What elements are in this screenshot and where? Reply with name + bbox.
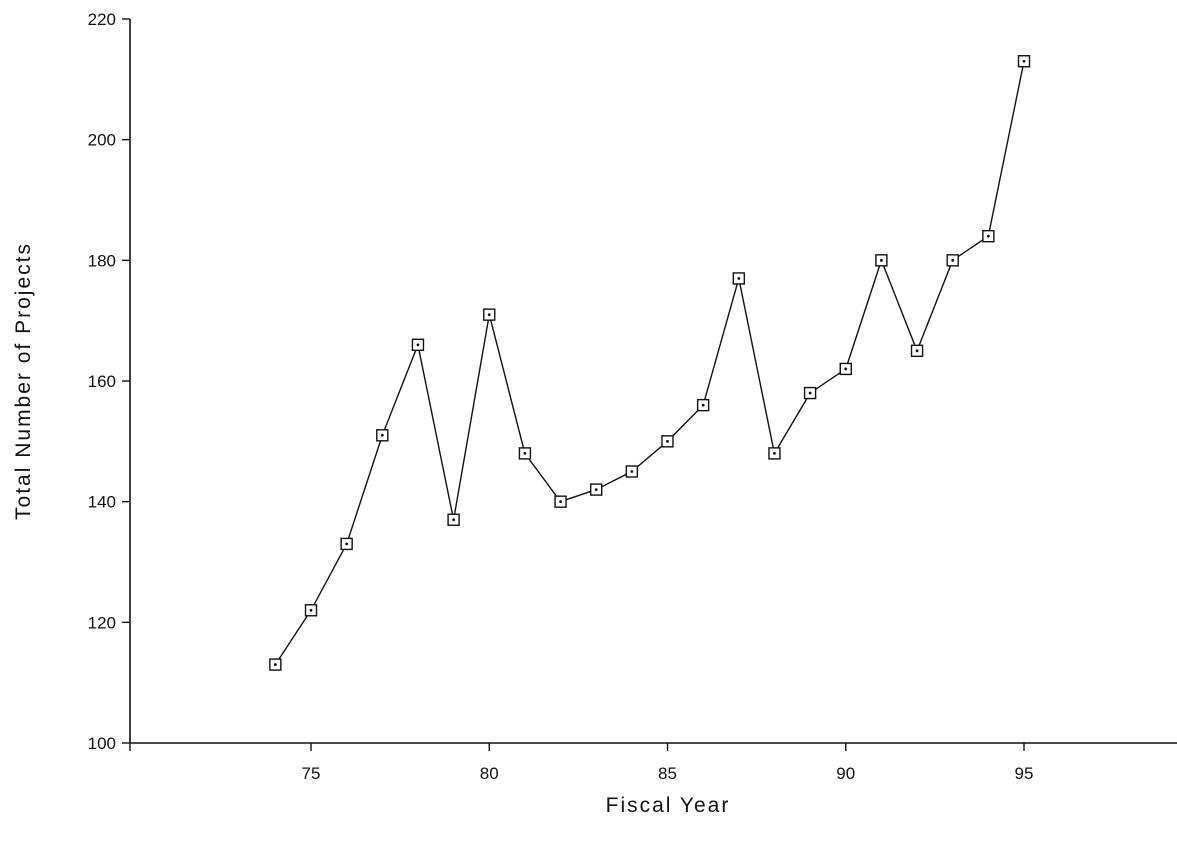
x-tick-label: 80 bbox=[480, 764, 499, 783]
data-point-dot bbox=[666, 439, 669, 443]
series-group bbox=[269, 55, 1031, 671]
data-point-dot bbox=[523, 452, 527, 455]
data-point-dot bbox=[559, 500, 562, 504]
data-point-dot bbox=[701, 403, 705, 407]
data-point-dot bbox=[309, 608, 313, 612]
y-axis-title: Total Number of Projects bbox=[12, 242, 35, 520]
x-tick-label: 95 bbox=[1015, 764, 1034, 783]
data-point-dot bbox=[737, 277, 741, 280]
y-tick-label: 160 bbox=[88, 372, 116, 391]
data-point-dot bbox=[880, 258, 883, 262]
y-tick-label: 200 bbox=[88, 131, 116, 150]
data-point-dot bbox=[273, 663, 277, 666]
data-point-dot bbox=[986, 234, 990, 238]
data-point-dot bbox=[345, 542, 349, 546]
x-tick-label: 85 bbox=[658, 764, 677, 783]
data-point-dot bbox=[380, 433, 384, 437]
data-point-dot bbox=[594, 488, 598, 491]
data-point-dot bbox=[487, 313, 491, 317]
data-point-dot bbox=[1022, 59, 1026, 63]
data-point-dot bbox=[808, 391, 812, 395]
data-point-dot bbox=[416, 343, 420, 347]
data-point-dot bbox=[915, 349, 919, 353]
x-axis-title: Fiscal Year bbox=[606, 794, 731, 817]
y-tick-label: 220 bbox=[88, 10, 116, 29]
y-tick-label: 180 bbox=[88, 251, 116, 270]
data-point-dot bbox=[844, 367, 848, 371]
data-point-dot bbox=[951, 258, 955, 262]
x-tick-label: 75 bbox=[302, 764, 321, 783]
y-tick-label: 100 bbox=[88, 734, 116, 753]
data-point-dot bbox=[452, 518, 455, 522]
y-tick-label: 120 bbox=[88, 613, 116, 632]
series-line bbox=[274, 61, 1025, 665]
data-point-dot bbox=[773, 452, 776, 455]
y-tick-label: 140 bbox=[88, 493, 116, 512]
x-tick-label: 90 bbox=[836, 764, 855, 783]
tick-group: 100 120 140 160 180 200 220 75 80 85 90 95 bbox=[88, 10, 1034, 783]
data-point-dot bbox=[630, 470, 634, 473]
